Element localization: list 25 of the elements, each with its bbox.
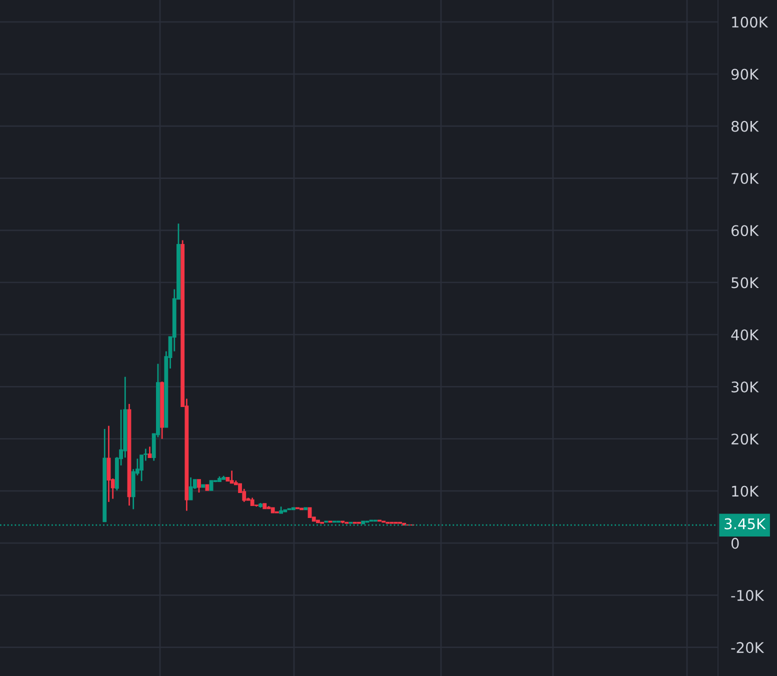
y-tick-label: 60K [732,225,759,236]
y-tick-label: 40K [731,329,759,340]
candlestick [205,484,210,491]
candlestick [402,522,406,526]
ref-line-label: 3.45K [724,518,766,530]
y-tick-label: 80K [731,120,759,132]
y-tick-label: -10K [731,590,764,601]
y-tick-label: 20K [732,434,759,445]
candlestick [304,507,308,510]
y-tick-label: 10K [732,486,759,497]
candlestick [300,508,304,510]
y-tick-label: 100K [732,16,768,28]
candlestick [201,484,206,488]
candlestick [270,507,275,514]
y-tick-label: 70K [732,172,759,184]
candlestick [283,509,288,512]
candlestick [262,503,267,510]
y-tick-label: 0 [731,538,739,549]
candlestick [209,480,214,491]
candlestick [308,507,312,518]
y-tick-label: 30K [732,381,759,392]
y-tick-label: 50K [732,277,759,288]
candlestick [291,507,296,510]
y-tick-label: 90K [731,68,759,80]
y-tick-label: -20K [731,642,764,654]
